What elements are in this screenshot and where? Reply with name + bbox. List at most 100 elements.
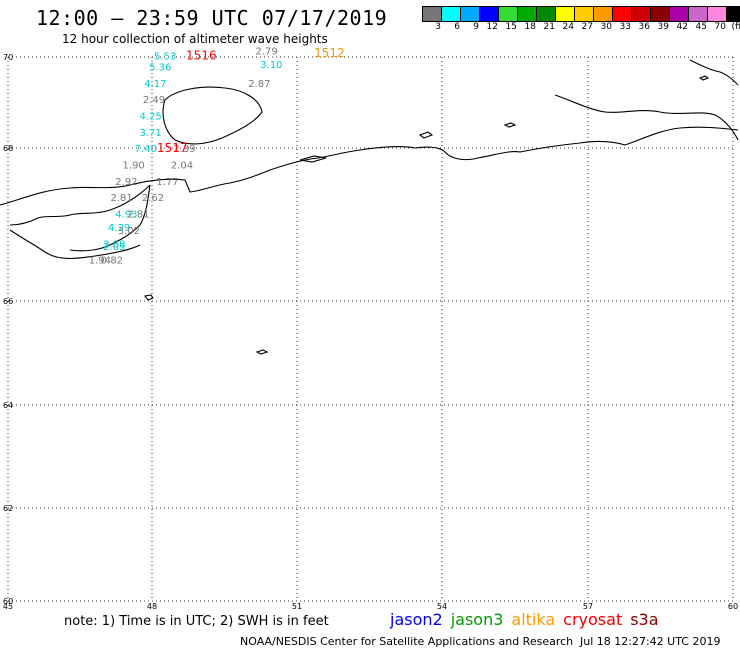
satellite-legend: jason2 jason3 altika cryosat s3a	[390, 610, 667, 629]
legend-item-s3a: s3a	[630, 610, 659, 629]
color-scale-bar	[422, 6, 740, 22]
longitude-label: 45	[3, 602, 13, 611]
island-small-2	[255, 349, 269, 355]
generation-timestamp: Jul 18 12:27:42 UTC 2019	[580, 635, 721, 648]
coastline	[0, 59, 739, 355]
latitude-label: 62	[3, 504, 13, 513]
wave-height-value: 2.88	[103, 239, 125, 250]
latitude-label: 66	[3, 297, 13, 306]
color-scale-label: 30	[600, 22, 612, 32]
color-scale-label: 15	[505, 22, 517, 32]
wave-height-value: 4.29	[108, 223, 130, 234]
color-scale-label: 9	[473, 22, 479, 32]
lat-lon-grid	[7, 56, 734, 602]
wave-height-value: 2.79	[255, 46, 277, 57]
color-swatch	[670, 7, 689, 21]
wave-height-value: 5.36	[149, 63, 171, 74]
islet-3	[503, 122, 517, 128]
color-swatch	[651, 7, 670, 21]
color-swatch	[518, 7, 537, 21]
wave-height-value: 3.71	[139, 128, 161, 139]
latitude-label: 60	[3, 597, 13, 606]
color-scale-label: 45	[695, 22, 707, 32]
kolguev-island	[162, 86, 263, 145]
wave-height-value: 2.62	[142, 193, 164, 204]
pass-time-label: 1512	[314, 46, 345, 60]
wave-height-value: 2.05	[103, 242, 125, 253]
wave-height-value: 2.49	[143, 95, 165, 106]
pass-time-label: 1517	[157, 141, 188, 155]
wave-height-value: 4.17	[144, 79, 166, 90]
wave-height-value: 1.77	[156, 177, 178, 188]
wave-height-value: 1.90	[123, 161, 145, 172]
color-swatch	[480, 7, 499, 21]
northeast-coast	[689, 59, 739, 86]
longitude-label: 51	[292, 602, 302, 611]
islet-4	[698, 75, 710, 81]
legend-item-jason3: jason3	[450, 610, 504, 629]
color-swatch	[537, 7, 556, 21]
latitude-label: 70	[3, 53, 13, 62]
color-swatch	[727, 7, 740, 21]
color-scale-label: 36	[638, 22, 650, 32]
vaygach-novaya-zemlya-south	[554, 94, 739, 141]
wave-height-value: 2.87	[248, 79, 270, 90]
islet-1	[299, 155, 327, 163]
wave-height-value: 3.02	[118, 226, 140, 237]
wave-height-value: 1.94	[89, 256, 111, 267]
color-swatch	[423, 7, 442, 21]
wave-height-value: 7.40	[135, 144, 157, 155]
footnote: note: 1) Time is in UTC; 2) SWH is in fe…	[64, 614, 329, 629]
color-scale-label: (ft)	[731, 22, 740, 32]
kanin-peninsula	[9, 184, 151, 252]
latitude-label: 64	[3, 401, 13, 410]
observation-labels: 5.535.36 4.17 2.49 4.25 3.71 7.40 2.39 1.90 2.04…	[89, 46, 345, 267]
longitude-label: 54	[437, 602, 447, 611]
wave-height-value: 2.92	[115, 177, 137, 188]
island-small-1	[144, 294, 154, 301]
color-swatch	[442, 7, 461, 21]
color-scale-label: 42	[676, 22, 688, 32]
legend-item-cryosat: cryosat	[563, 610, 623, 629]
color-scale-label: 21	[543, 22, 555, 32]
color-scale-label: 3	[435, 22, 441, 32]
color-scale-label: 6	[454, 22, 460, 32]
latitude-label: 68	[3, 144, 13, 153]
page-subtitle: 12 hour collection of altimeter wave hei…	[62, 32, 328, 46]
islet-2	[418, 131, 434, 139]
wave-height-value: 3.10	[260, 60, 282, 71]
color-swatch	[632, 7, 651, 21]
page-title: 12:00 – 23:59 UTC 07/17/2019	[36, 6, 388, 30]
wave-height-value: 0.82	[101, 256, 123, 267]
longitude-label: 48	[147, 602, 157, 611]
mainland-coastline	[0, 126, 739, 206]
color-swatch	[461, 7, 480, 21]
legend-item-jason2: jason2	[390, 610, 443, 629]
color-swatch	[708, 7, 727, 21]
longitude-label: 60	[728, 602, 738, 611]
mezen-bay-shore	[9, 229, 141, 260]
color-swatch	[689, 7, 708, 21]
color-swatch	[556, 7, 575, 21]
longitude-label: 57	[583, 602, 593, 611]
color-scale-label: 39	[657, 22, 669, 32]
wave-height-value: 5.53	[154, 52, 176, 63]
pass-time-label: 1516	[186, 49, 217, 63]
color-scale-label: 70	[714, 22, 726, 32]
credit-text: NOAA/NESDIS Center for Satellite Applica…	[240, 635, 574, 648]
color-swatch	[575, 7, 594, 21]
color-scale-label: 33	[619, 22, 631, 32]
color-scale-label: 18	[524, 22, 536, 32]
wave-height-value: 2.81	[127, 209, 149, 220]
color-swatch	[594, 7, 613, 21]
wave-height-value: 2.81	[110, 193, 132, 204]
legend-item-altika: altika	[511, 610, 556, 629]
wave-height-value: 2.39	[173, 144, 195, 155]
color-scale-label: 12	[486, 22, 498, 32]
wave-height-value: 2.04	[171, 161, 193, 172]
color-swatch	[613, 7, 632, 21]
wave-height-value: 4.25	[139, 112, 161, 123]
color-scale-label: 24	[562, 22, 574, 32]
